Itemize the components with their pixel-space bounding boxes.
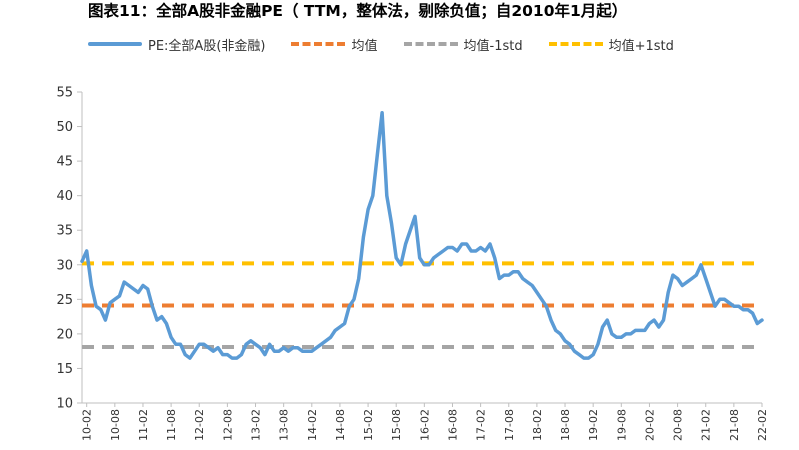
pe-series-line xyxy=(80,110,764,360)
legend-item-mean-plus-std: 均值+1std xyxy=(548,35,674,54)
x-tick-label: 16-02 xyxy=(418,409,431,441)
x-tick-label: 21-08 xyxy=(728,409,741,441)
x-tick-label: 17-08 xyxy=(503,409,516,441)
legend-swatch-pe xyxy=(88,42,142,46)
y-tick-label: 15 xyxy=(56,362,73,377)
y-tick-label: 50 xyxy=(56,120,73,135)
legend-item-pe: PE:全部A股(非金融) xyxy=(88,35,265,54)
x-tick-label: 20-08 xyxy=(672,409,685,441)
y-tick-label: 25 xyxy=(56,293,73,308)
x-tick-label: 19-02 xyxy=(587,409,600,441)
y-tick-label: 45 xyxy=(56,155,73,170)
x-tick-label: 20-02 xyxy=(643,409,656,441)
x-tick-label: 10-02 xyxy=(81,409,94,441)
legend-label-pe: PE:全部A股(非金融) xyxy=(148,38,266,54)
x-tick-label: 13-08 xyxy=(278,409,291,441)
y-tick-label: 55 xyxy=(56,86,73,101)
x-tick-label: 18-08 xyxy=(559,409,572,441)
legend-label-mean-minus-std: 均值-1std xyxy=(463,38,523,54)
x-tick-label: 16-08 xyxy=(446,409,459,441)
x-tick-label: 14-02 xyxy=(306,409,319,441)
y-tick-label: 40 xyxy=(56,189,73,204)
legend-label-mean: 均值 xyxy=(351,38,378,54)
legend-item-mean-minus-std: 均值-1std xyxy=(403,35,523,54)
legend-item-mean: 均值 xyxy=(291,35,378,54)
y-tick-label: 10 xyxy=(56,397,73,412)
x-tick-label: 14-08 xyxy=(334,409,347,441)
x-tick-label: 15-02 xyxy=(362,409,375,441)
x-tick-label: 15-08 xyxy=(390,409,403,441)
x-tick-label: 17-02 xyxy=(475,409,488,441)
y-tick-label: 30 xyxy=(56,258,73,273)
chart-title: 图表11：全部A股非金融PE（ TTM，整体法，剔除负值；自2010年1月起） xyxy=(88,2,628,20)
legend-swatch-mean xyxy=(291,42,346,46)
x-tick-label: 19-08 xyxy=(615,409,628,441)
legend-swatch-mean-plus-std xyxy=(548,42,603,46)
x-tick-label: 11-02 xyxy=(137,409,150,441)
legend-swatch-mean-minus-std xyxy=(403,42,458,46)
y-tick-label: 35 xyxy=(56,224,73,239)
x-tick-label: 22-02 xyxy=(756,409,769,441)
x-tick-label: 12-08 xyxy=(221,409,234,441)
x-tick-label: 21-02 xyxy=(700,409,713,441)
x-tick-label: 12-02 xyxy=(193,409,206,441)
legend: PE:全部A股(非金融) 均值 均值-1std 均值+1std xyxy=(88,33,700,55)
x-tick-label: 11-08 xyxy=(165,409,178,441)
x-tick-label: 10-08 xyxy=(109,409,122,441)
x-tick-label: 18-02 xyxy=(531,409,544,441)
legend-label-mean-plus-std: 均值+1std xyxy=(608,38,674,54)
x-tick-label: 13-02 xyxy=(250,409,263,441)
y-tick-label: 20 xyxy=(56,327,73,342)
